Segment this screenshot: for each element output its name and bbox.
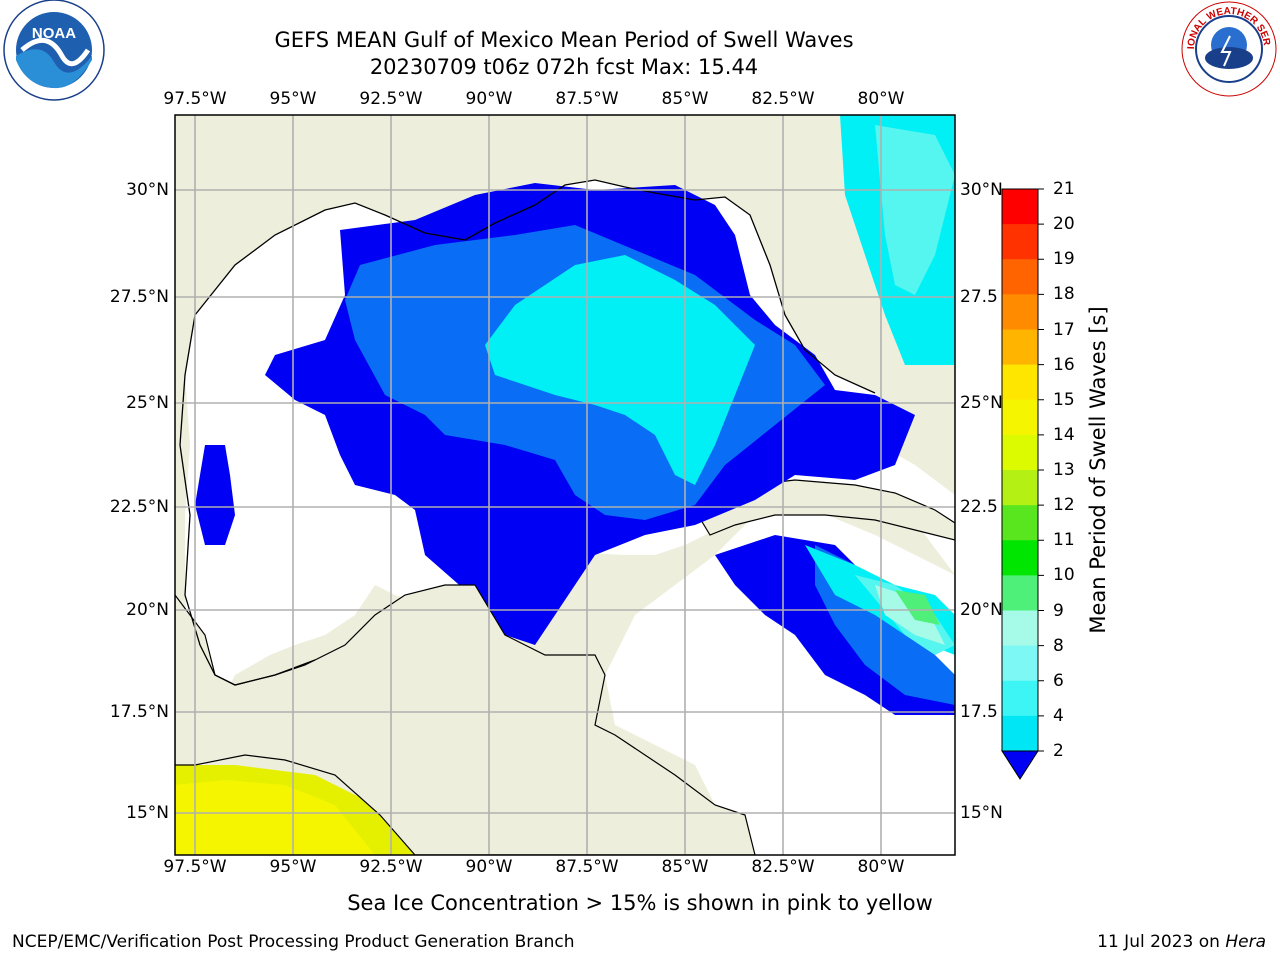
colorbar-tick-label: 14 xyxy=(1053,424,1075,445)
colorbar-segment xyxy=(1002,505,1038,541)
lat-label-right: 17.5 xyxy=(960,702,998,722)
lon-label-bottom: 85°W xyxy=(661,857,709,877)
credit-right: 11 Jul 2023 on Hera xyxy=(1097,932,1266,952)
credit-date: 11 Jul 2023 on xyxy=(1097,932,1226,952)
lat-label-left: 17.5°N xyxy=(109,702,169,722)
credit-host: Hera xyxy=(1225,932,1266,952)
lat-label-right: 15°N xyxy=(960,803,1003,823)
lat-label-right: 20°N xyxy=(960,600,1003,620)
lon-label-top: 97.5°W xyxy=(163,89,227,109)
swell-band-9-10 xyxy=(895,590,940,625)
colorbar-tick-label: 11 xyxy=(1053,530,1075,551)
colorbar-tick-label: 8 xyxy=(1053,635,1064,656)
colorbar-title: Mean Period of Swell Waves [s] xyxy=(1086,306,1110,634)
colorbar-segment xyxy=(1002,434,1038,471)
colorbar-tick-label: 6 xyxy=(1053,670,1064,691)
lon-label-top: 87.5°W xyxy=(555,89,619,109)
lat-label-left: 22.5°N xyxy=(109,497,169,517)
lon-label-bottom: 95°W xyxy=(269,857,317,877)
colorbar-tick-label: 10 xyxy=(1053,565,1075,586)
lon-label-bottom: 97.5°W xyxy=(163,857,227,877)
colorbar-segment xyxy=(1002,540,1038,576)
map-gridlines xyxy=(175,115,955,855)
colorbar-segment xyxy=(1002,715,1038,752)
colorbar-under-triangle xyxy=(1001,750,1039,780)
lat-label-left: 20°N xyxy=(126,600,169,620)
swell-band-6-8 xyxy=(855,125,955,655)
noaa-logo-icon: NOAA xyxy=(3,0,105,101)
lon-label-bottom: 82.5°W xyxy=(751,857,815,877)
credit-left: NCEP/EMC/Verification Post Processing Pr… xyxy=(12,932,575,952)
colorbar-tick-label: 13 xyxy=(1053,460,1075,480)
lon-label-top: 92.5°W xyxy=(359,89,423,109)
colorbar xyxy=(1001,188,1044,780)
lat-label-right: 25°N xyxy=(960,393,1003,413)
lon-label-top: 80°W xyxy=(857,89,905,109)
swell-period-map xyxy=(174,114,956,856)
colorbar-tick-label: 4 xyxy=(1053,705,1064,726)
colorbar-segment xyxy=(1002,680,1038,717)
colorbar-segment xyxy=(1002,189,1038,225)
colorbar-tick-label: 12 xyxy=(1053,495,1075,516)
sea-ice-note: Sea Ice Concentration > 15% is shown in … xyxy=(347,891,933,915)
colorbar-segment xyxy=(1002,364,1038,401)
lat-label-right: 30°N xyxy=(960,180,1003,200)
lon-label-top: 95°W xyxy=(269,89,317,109)
colorbar-segment xyxy=(1002,259,1038,295)
lat-label-left: 27.5°N xyxy=(109,287,169,307)
florida-land xyxy=(735,185,885,405)
nws-logo-icon: NATIONAL WEATHER SERVICE xyxy=(1176,0,1277,97)
lat-label-right: 22.5 xyxy=(960,497,998,517)
colorbar-tick-label: 20 xyxy=(1053,214,1075,235)
colorbar-tick-label: 19 xyxy=(1053,249,1075,270)
mexico-coastline xyxy=(179,444,316,686)
swell-band-4-6 xyxy=(485,115,955,655)
lon-label-bottom: 80°W xyxy=(857,857,905,877)
colorbar-tick-label: 17 xyxy=(1053,319,1075,340)
swell-band-8-9 xyxy=(875,585,945,645)
colorbar-segment xyxy=(1002,294,1038,330)
colorbar-tick-label: 18 xyxy=(1053,284,1075,305)
lon-label-top: 82.5°W xyxy=(751,89,815,109)
colorbar-segment xyxy=(1002,224,1038,260)
pacific-swell-high xyxy=(175,780,375,855)
colorbar-tick-label: 16 xyxy=(1053,354,1075,375)
colorbar-segment xyxy=(1002,575,1038,611)
lat-label-right: 27.5 xyxy=(960,287,998,307)
colorbar-tick-label: 9 xyxy=(1053,600,1064,621)
lat-label-left: 15°N xyxy=(126,803,169,823)
colorbar-tick-label: 2 xyxy=(1053,741,1064,761)
colorbar-segment xyxy=(1002,470,1038,506)
colorbar-tick-label: 15 xyxy=(1053,389,1075,410)
lat-label-left: 25°N xyxy=(126,393,169,413)
lon-label-bottom: 87.5°W xyxy=(555,857,619,877)
chart-title: GEFS MEAN Gulf of Mexico Mean Period of … xyxy=(274,28,854,52)
colorbar-segment xyxy=(1002,399,1038,436)
chart-subtitle: 20230709 t06z 072h fcst Max: 15.44 xyxy=(369,55,759,79)
lat-label-left: 30°N xyxy=(126,180,169,200)
lon-label-top: 90°W xyxy=(465,89,513,109)
noaa-logo-text: NOAA xyxy=(32,25,76,42)
colorbar-segment xyxy=(1002,645,1038,682)
colorbar-segment xyxy=(1002,610,1038,647)
colorbar-tick-label: 21 xyxy=(1053,179,1075,199)
colorbar-segment xyxy=(1002,329,1038,366)
lon-label-bottom: 92.5°W xyxy=(359,857,423,877)
lon-label-top: 85°W xyxy=(661,89,709,109)
us-gulf-coastline xyxy=(179,179,876,446)
lon-label-bottom: 90°W xyxy=(465,857,513,877)
